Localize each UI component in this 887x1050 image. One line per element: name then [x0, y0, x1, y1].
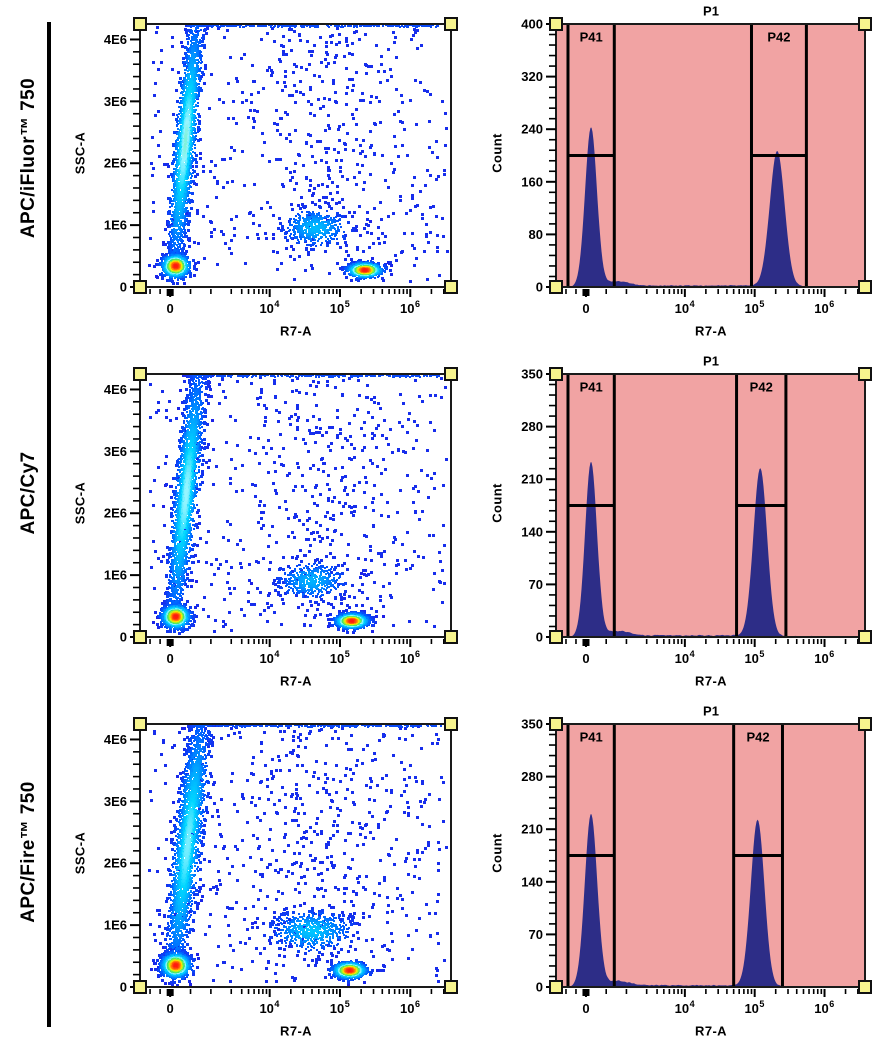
scatter-plot-row3[interactable] — [140, 724, 451, 987]
gate-corner-handle[interactable] — [133, 717, 147, 731]
gate-corner-handle[interactable] — [444, 717, 458, 731]
gate-corner-handle[interactable] — [133, 17, 147, 31]
gate-corner-handle[interactable] — [858, 630, 872, 644]
gate-corner-handle[interactable] — [549, 17, 563, 31]
gate-corner-handle[interactable] — [549, 280, 563, 294]
scatter-plot-row2[interactable] — [140, 374, 451, 637]
gate-corner-handle[interactable] — [444, 980, 458, 994]
gate-corner-handle[interactable] — [858, 280, 872, 294]
row-group-rule — [47, 22, 51, 1027]
gate-corner-handle[interactable] — [133, 367, 147, 381]
gate-corner-handle[interactable] — [133, 280, 147, 294]
scatter-plot-row1[interactable] — [140, 24, 451, 287]
gate-corner-handle[interactable] — [444, 280, 458, 294]
histogram-plot-row1[interactable] — [556, 24, 865, 287]
gate-corner-handle[interactable] — [858, 980, 872, 994]
gate-corner-handle[interactable] — [444, 367, 458, 381]
gate-corner-handle[interactable] — [549, 717, 563, 731]
gate-corner-handle[interactable] — [858, 717, 872, 731]
gate-corner-handle[interactable] — [444, 17, 458, 31]
gate-corner-handle[interactable] — [444, 630, 458, 644]
gate-corner-handle[interactable] — [858, 17, 872, 31]
gate-corner-handle[interactable] — [133, 630, 147, 644]
gate-corner-handle[interactable] — [549, 980, 563, 994]
gate-corner-handle[interactable] — [549, 367, 563, 381]
gate-corner-handle[interactable] — [858, 367, 872, 381]
histogram-plot-row3[interactable] — [556, 724, 865, 987]
gate-corner-handle[interactable] — [133, 980, 147, 994]
gate-corner-handle[interactable] — [549, 630, 563, 644]
histogram-plot-row2[interactable] — [556, 374, 865, 637]
